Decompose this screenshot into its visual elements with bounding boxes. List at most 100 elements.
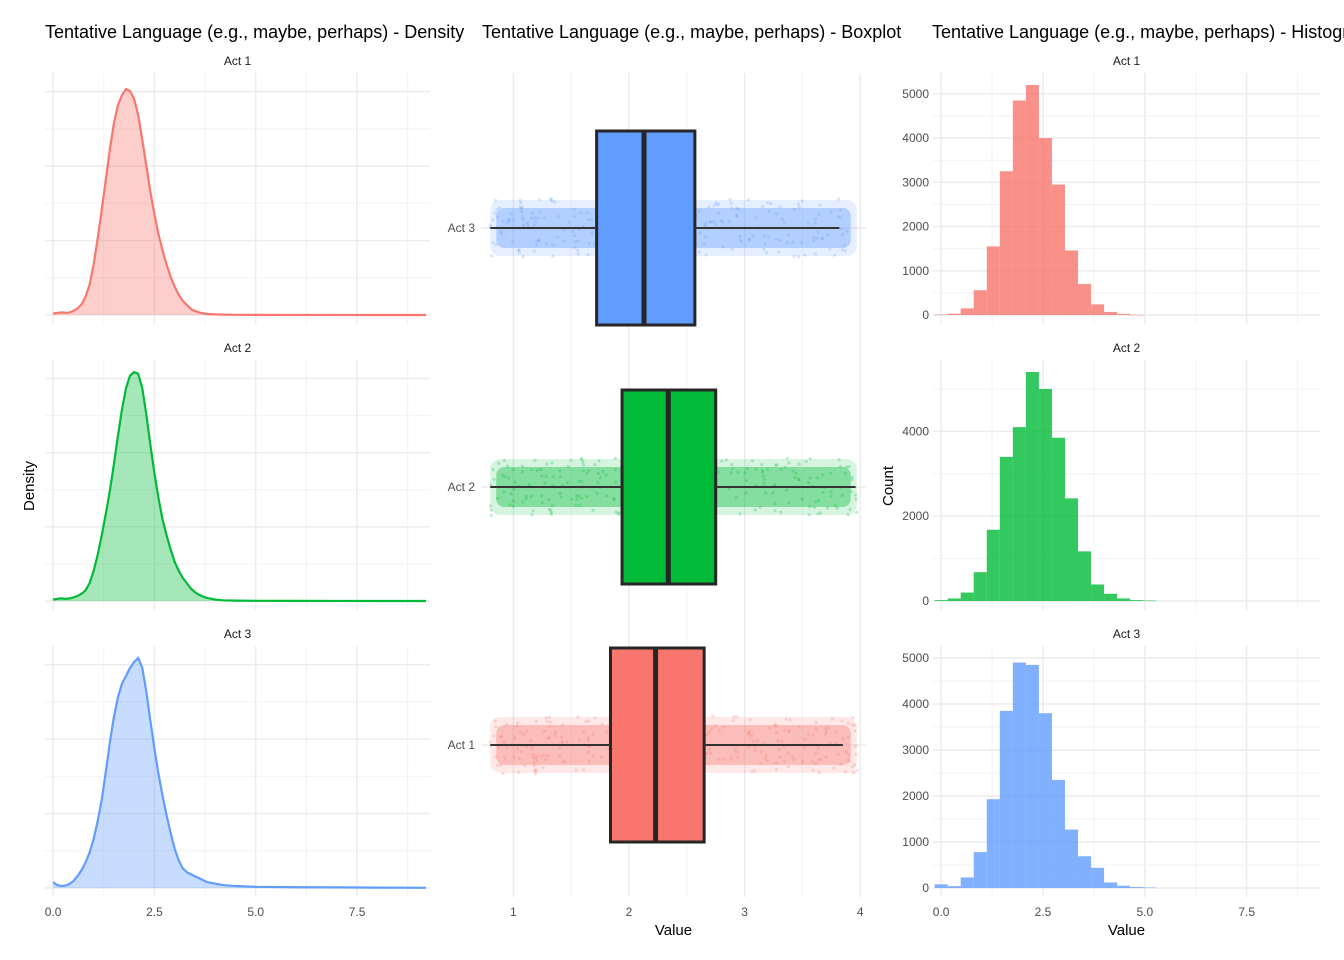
jitter-point [812, 236, 816, 240]
histogram-bar [960, 592, 974, 601]
histogram-bar [947, 313, 961, 315]
jitter-point [512, 755, 516, 759]
jitter-point [787, 461, 791, 465]
jitter-point [814, 217, 818, 221]
jitter-point [589, 217, 594, 222]
boxplot-title: Tentative Language (e.g., maybe, perhaps… [482, 22, 901, 42]
jitter-point [519, 206, 524, 211]
jitter-point [707, 747, 711, 752]
jitter-point [827, 726, 831, 730]
jitter-point [511, 504, 515, 508]
jitter-point [542, 753, 547, 757]
jitter-point [521, 254, 525, 259]
histogram-bar [986, 246, 1000, 315]
jitter-point [778, 755, 782, 759]
jitter-point [535, 759, 539, 763]
jitter-point [581, 460, 585, 464]
jitter-point [773, 509, 777, 513]
jitter-point [752, 739, 756, 743]
jitter-point [854, 752, 858, 757]
jitter-point [549, 197, 554, 201]
histogram-bar [1117, 598, 1131, 601]
jitter-point [777, 747, 781, 751]
jitter-point [744, 491, 748, 495]
jitter-point [600, 755, 604, 760]
jitter-point [578, 503, 582, 507]
jitter-point [855, 510, 859, 514]
jitter-point [591, 754, 595, 758]
jitter-point [771, 491, 775, 495]
jitter-point [824, 726, 828, 730]
jitter-point [774, 761, 778, 765]
histogram-y-axis-label: Count [880, 465, 897, 506]
jitter-point [530, 468, 534, 472]
jitter-point [722, 757, 726, 761]
histogram-bar [1130, 600, 1144, 601]
jitter-point [519, 201, 523, 205]
jitter-point [580, 458, 584, 462]
jitter-point [844, 770, 848, 774]
jitter-point [787, 501, 791, 505]
y-tick-label: 2000 [902, 789, 929, 803]
histogram-bar [1038, 388, 1052, 601]
jitter-point [512, 487, 516, 491]
histogram-bar [1051, 184, 1065, 315]
histogram-bar [947, 598, 961, 601]
histogram-bar [1091, 584, 1105, 601]
histogram-bar [1064, 250, 1079, 315]
jitter-point [794, 471, 798, 475]
jitter-point [735, 750, 739, 754]
x-tick-label: 1 [510, 905, 517, 919]
jitter-point [817, 770, 821, 775]
density-area [53, 658, 426, 888]
jitter-point [812, 239, 816, 243]
jitter-point [717, 729, 721, 733]
jitter-point [551, 504, 555, 508]
jitter-point [806, 732, 811, 736]
jitter-point [734, 213, 739, 217]
jitter-point [708, 220, 712, 224]
x-tick-label: 0.0 [933, 905, 950, 919]
jitter-point [525, 729, 529, 733]
jitter-point [736, 207, 740, 211]
jitter-point [814, 727, 818, 731]
jitter-point [496, 745, 500, 749]
histogram-facet-1: Act 1 0 1000 2000 3000 4000 5000 [902, 54, 1320, 324]
jitter-point [518, 198, 522, 202]
jitter-point [717, 202, 721, 206]
histogram-bar [986, 799, 1000, 888]
jitter-point [796, 478, 801, 482]
histogram-bar [1104, 882, 1118, 888]
jitter-point [614, 480, 618, 484]
jitter-point [596, 480, 600, 484]
jitter-point [773, 502, 777, 506]
jitter-point [510, 240, 515, 244]
jitter-point [792, 254, 796, 258]
jitter-point [797, 205, 801, 209]
jitter-point [534, 768, 538, 772]
jitter-point [850, 478, 854, 482]
jitter-point [732, 715, 736, 719]
jitter-point [799, 241, 803, 245]
jitter-point [844, 750, 848, 754]
jitter-point [806, 221, 810, 225]
jitter-point [803, 253, 807, 257]
jitter-point [573, 214, 577, 218]
jitter-point [775, 463, 779, 467]
jitter-point [790, 755, 795, 759]
jitter-point [502, 740, 506, 744]
jitter-point [549, 197, 553, 201]
jitter-point [711, 714, 715, 718]
jitter-point [753, 769, 757, 773]
jitter-point [766, 201, 770, 205]
facet-strip-label: Act 1 [224, 54, 252, 68]
jitter-point [791, 240, 795, 244]
jitter-point [716, 470, 720, 474]
jitter-point [522, 223, 526, 227]
jitter-point [542, 729, 547, 733]
jitter-point [759, 761, 763, 765]
jitter-point [562, 239, 566, 243]
jitter-point [706, 205, 711, 209]
facet-strip-label: Act 3 [224, 627, 252, 641]
jitter-point [803, 737, 807, 741]
